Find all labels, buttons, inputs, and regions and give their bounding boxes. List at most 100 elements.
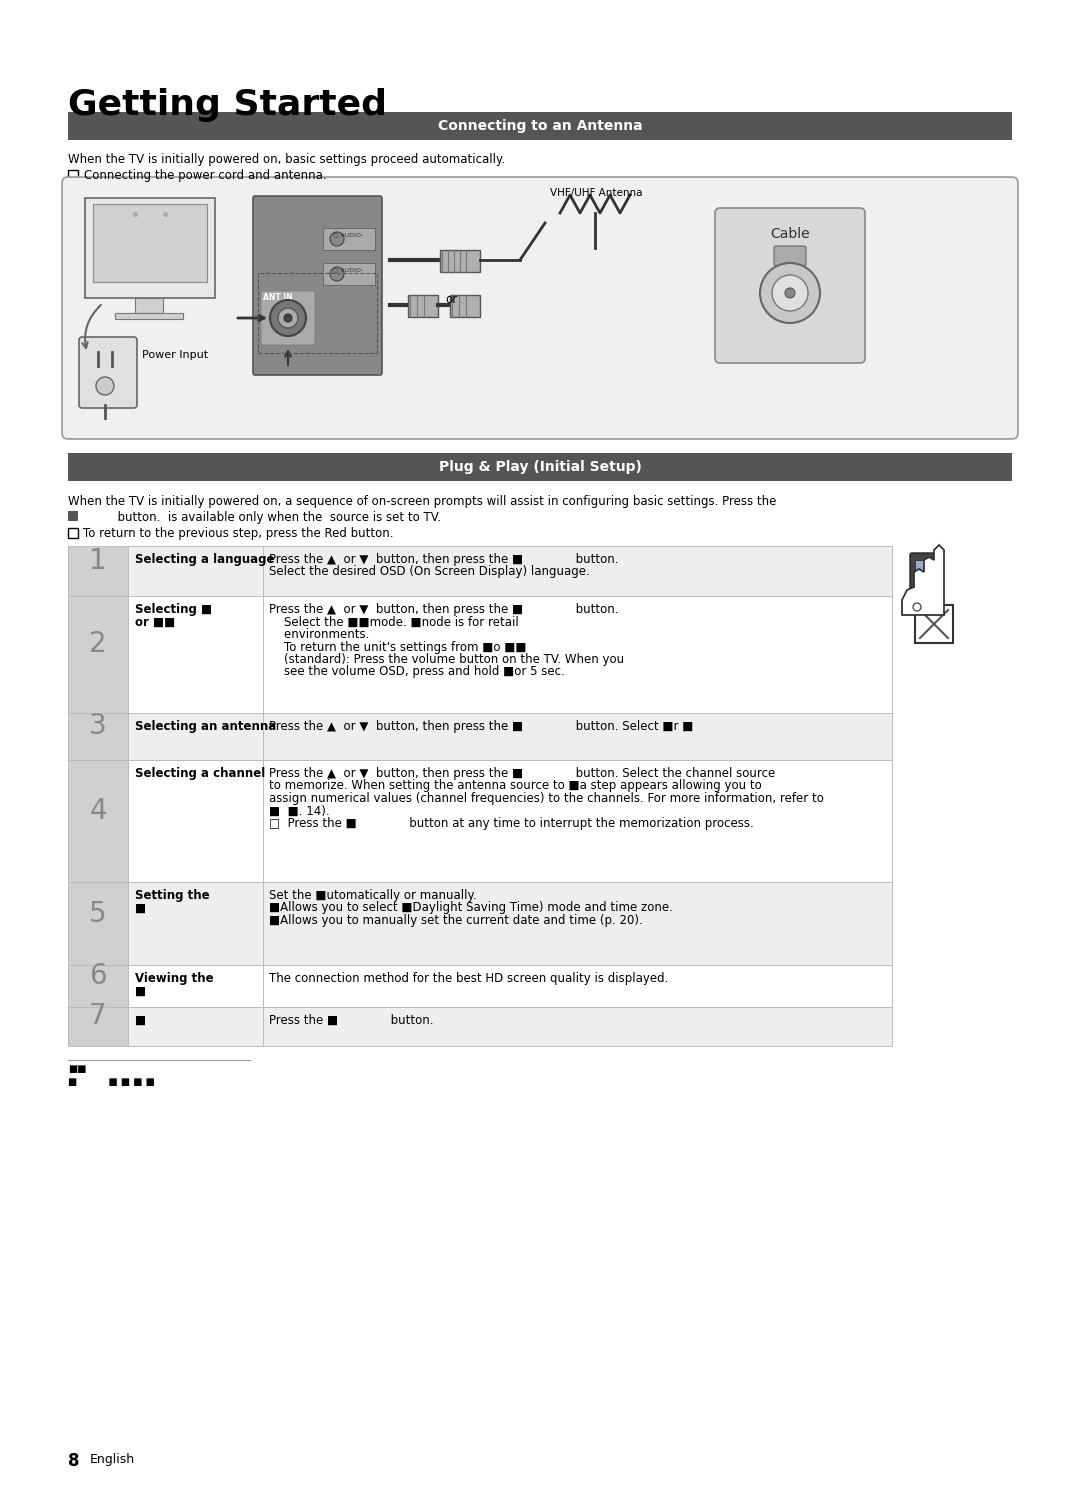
Text: □  Press the ■              button at any time to interrupt the memorization pro: □ Press the ■ button at any time to inte… — [269, 817, 754, 831]
Bar — [440, 249, 480, 272]
Bar — [129, 881, 264, 965]
Text: To return to the previous step, press the Red button.: To return to the previous step, press th… — [83, 527, 393, 539]
Bar — [258, 273, 377, 353]
Text: 6: 6 — [90, 962, 107, 991]
Text: The connection method for the best HD screen quality is displayed.: The connection method for the best HD sc… — [269, 973, 669, 985]
Polygon shape — [902, 545, 944, 616]
Bar — [68, 965, 129, 1007]
Bar — [93, 205, 207, 282]
Bar — [264, 760, 892, 881]
Bar — [915, 560, 937, 571]
Circle shape — [931, 583, 934, 586]
Text: Press the ▲  or ▼  button, then press the ■              button.: Press the ▲ or ▼ button, then press the … — [269, 553, 619, 566]
Text: Selecting ■: Selecting ■ — [135, 604, 212, 616]
Bar — [129, 713, 264, 760]
Text: Setting the: Setting the — [135, 889, 210, 902]
Circle shape — [278, 308, 298, 329]
FancyBboxPatch shape — [253, 196, 382, 375]
Circle shape — [931, 587, 934, 590]
Text: to memorize. When setting the antenna source to ■a step appears allowing you to: to memorize. When setting the antenna so… — [269, 780, 761, 792]
FancyBboxPatch shape — [715, 208, 865, 363]
Circle shape — [330, 267, 345, 281]
Bar — [68, 453, 1012, 481]
Text: Selecting a language: Selecting a language — [135, 553, 274, 566]
Text: ○ AUDIO-: ○ AUDIO- — [333, 232, 363, 238]
Text: ■Allows you to manually set the current date and time (p. 20).: ■Allows you to manually set the current … — [269, 914, 643, 926]
Circle shape — [772, 275, 808, 311]
Text: Select the desired OSD (On Screen Display) language.: Select the desired OSD (On Screen Displa… — [269, 566, 590, 578]
Bar — [264, 713, 892, 760]
Text: or ■■: or ■■ — [135, 616, 175, 629]
Bar — [450, 294, 480, 317]
Circle shape — [785, 288, 795, 297]
FancyBboxPatch shape — [910, 553, 942, 595]
Text: Select the ■■mode. ■node is for retail: Select the ■■mode. ■node is for retail — [269, 616, 518, 629]
Circle shape — [284, 314, 292, 323]
FancyBboxPatch shape — [62, 176, 1018, 439]
Text: Connecting the power cord and antenna.: Connecting the power cord and antenna. — [84, 169, 326, 182]
Bar — [68, 713, 129, 760]
Bar — [915, 605, 953, 642]
Bar — [408, 294, 438, 317]
Text: Cable: Cable — [770, 227, 810, 241]
Bar — [129, 965, 264, 1007]
Text: Selecting a channel: Selecting a channel — [135, 766, 266, 780]
Circle shape — [918, 578, 920, 581]
Text: assign numerical values (channel frequencies) to the channels. For more informat: assign numerical values (channel frequen… — [269, 792, 824, 805]
Text: Press the ▲  or ▼  button, then press the ■              button. Select ■r ■: Press the ▲ or ▼ button, then press the … — [269, 720, 693, 734]
Text: Set the ■utomatically or manually.: Set the ■utomatically or manually. — [269, 889, 476, 902]
Text: ○ AUDIO-: ○ AUDIO- — [333, 267, 363, 272]
Bar — [129, 545, 264, 596]
Text: Press the ▲  or ▼  button, then press the ■              button. Select the chan: Press the ▲ or ▼ button, then press the … — [269, 766, 775, 780]
Text: Getting Started: Getting Started — [68, 88, 387, 123]
Text: ANT IN: ANT IN — [264, 293, 293, 302]
Text: ■  ■. 14).: ■ ■. 14). — [269, 804, 329, 817]
Text: Plug & Play (Initial Setup): Plug & Play (Initial Setup) — [438, 460, 642, 474]
FancyBboxPatch shape — [774, 247, 806, 266]
Bar — [264, 1007, 892, 1046]
Circle shape — [96, 376, 114, 394]
Circle shape — [918, 587, 920, 590]
Text: To return the unit's settings from ■o ■■: To return the unit's settings from ■o ■■ — [269, 641, 527, 653]
Text: English: English — [90, 1454, 135, 1466]
Text: (standard): Press the volume button on the TV. When you: (standard): Press the volume button on t… — [269, 653, 624, 666]
Text: Press the ▲  or ▼  button, then press the ■              button.: Press the ▲ or ▼ button, then press the … — [269, 604, 619, 616]
Bar — [264, 965, 892, 1007]
Text: Viewing the: Viewing the — [135, 973, 214, 985]
Bar — [68, 112, 1012, 140]
Text: ■: ■ — [135, 985, 146, 998]
Bar — [129, 1007, 264, 1046]
Bar — [68, 760, 129, 881]
Text: 8: 8 — [68, 1452, 80, 1470]
Bar — [68, 545, 129, 596]
Circle shape — [270, 300, 306, 336]
Text: Connecting to an Antenna: Connecting to an Antenna — [437, 120, 643, 133]
Text: ■          ■ ■ ■ ■: ■ ■ ■ ■ ■ — [68, 1077, 154, 1088]
Bar — [68, 511, 77, 520]
Text: 3: 3 — [90, 713, 107, 741]
Text: VHF/UHF Antenna: VHF/UHF Antenna — [550, 188, 643, 199]
Text: 5: 5 — [90, 899, 107, 928]
FancyBboxPatch shape — [261, 291, 315, 345]
Text: Selecting an antenna: Selecting an antenna — [135, 720, 276, 734]
Circle shape — [931, 578, 934, 581]
Bar — [68, 170, 78, 179]
Text: ■■: ■■ — [68, 1064, 86, 1074]
Bar — [135, 297, 163, 314]
Text: ■: ■ — [135, 1014, 146, 1026]
Text: ■: ■ — [135, 902, 146, 914]
Bar — [323, 263, 375, 285]
Text: environments.: environments. — [269, 627, 369, 641]
Bar — [264, 596, 892, 713]
FancyBboxPatch shape — [79, 338, 137, 408]
Text: When the TV is initially powered on, basic settings proceed automatically.: When the TV is initially powered on, bas… — [68, 152, 505, 166]
Bar — [323, 229, 375, 249]
Bar — [68, 881, 129, 965]
Text: When the TV is initially powered on, a sequence of on-screen prompts will assist: When the TV is initially powered on, a s… — [68, 495, 777, 508]
Bar — [264, 545, 892, 596]
Text: 2: 2 — [90, 630, 107, 659]
Circle shape — [330, 232, 345, 247]
Text: 7: 7 — [90, 1002, 107, 1031]
Bar — [68, 1007, 129, 1046]
Circle shape — [918, 583, 920, 586]
